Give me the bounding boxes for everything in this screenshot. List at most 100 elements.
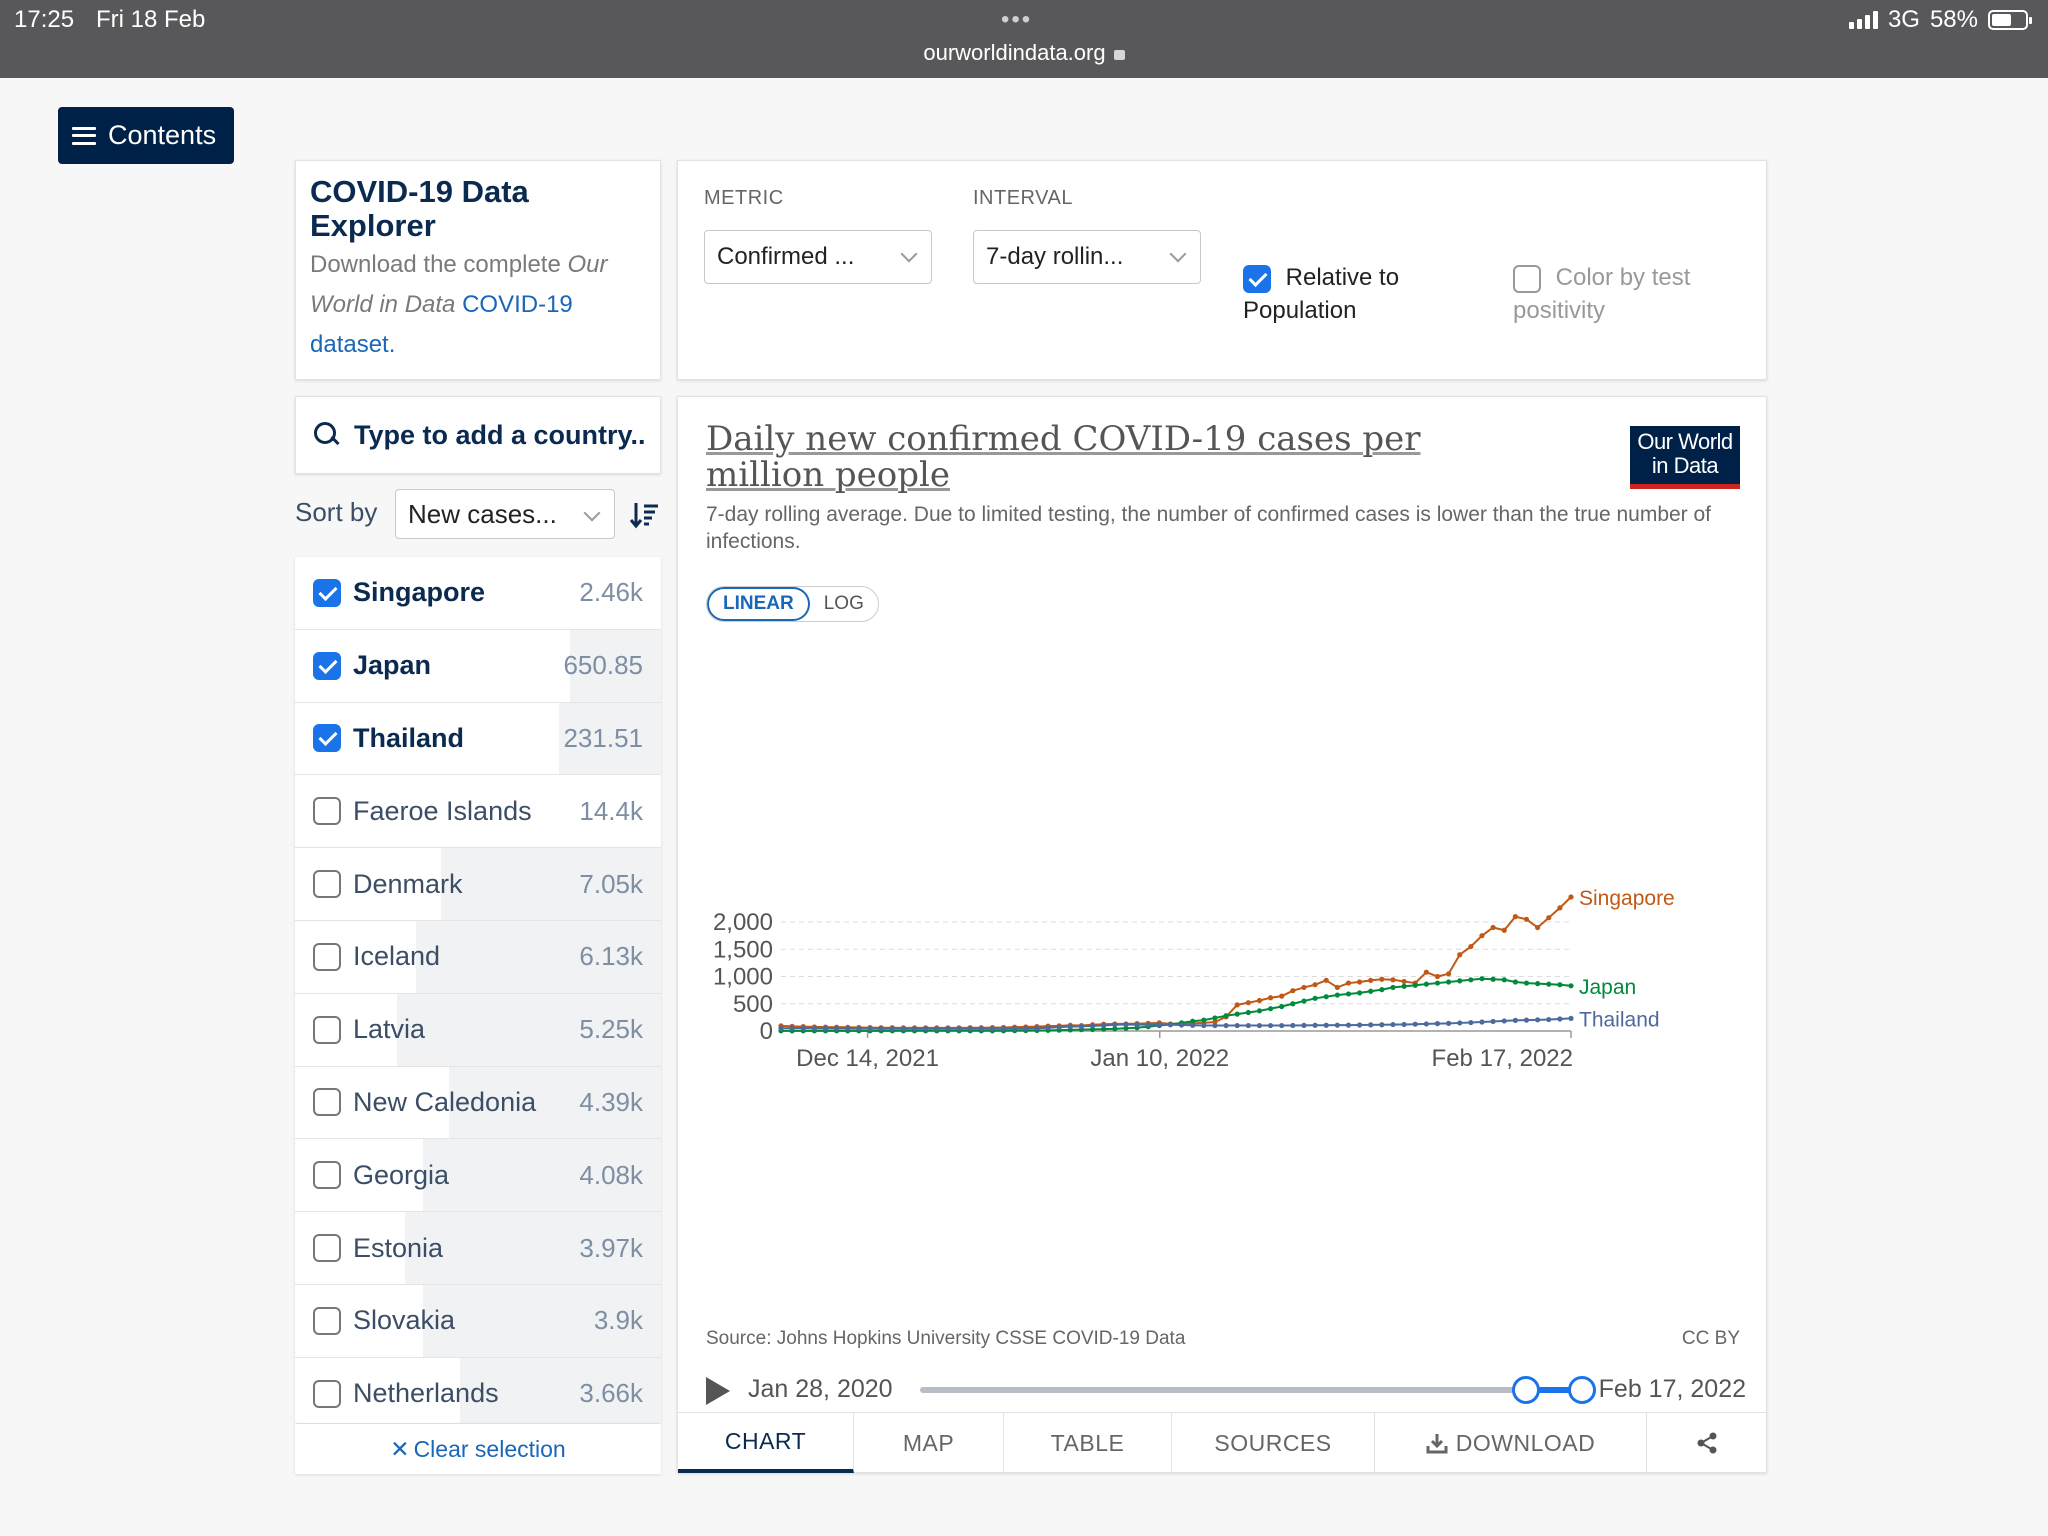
country-row[interactable]: Faeroe Islands 14.4k (295, 775, 661, 849)
signal-icon (1848, 11, 1878, 29)
data-point (1201, 1017, 1207, 1023)
data-point (1446, 979, 1452, 985)
play-icon[interactable] (706, 1377, 730, 1405)
linear-scale-button[interactable]: LINEAR (707, 587, 810, 621)
interval-label: INTERVAL (973, 187, 1073, 209)
data-point (1368, 977, 1374, 983)
clear-selection-button[interactable]: ✕ Clear selection (295, 1424, 661, 1474)
data-point (1546, 1016, 1552, 1023)
country-row[interactable]: Estonia 3.97k (295, 1212, 661, 1285)
dataset-link[interactable]: COVID-19 dataset. (310, 291, 573, 358)
data-point (1267, 1022, 1274, 1029)
country-checkbox[interactable] (313, 870, 341, 899)
log-scale-button[interactable]: LOG (823, 593, 864, 614)
tab-download-label: DOWNLOAD (1455, 1429, 1596, 1456)
country-row[interactable]: Latvia 5.25k (295, 993, 661, 1067)
interval-select[interactable]: 7-day rollin... (973, 230, 1201, 284)
chart-title[interactable]: Daily new confirmed COVID-19 cases per m… (706, 419, 1421, 495)
country-value: 4.08k (579, 1159, 643, 1190)
country-row[interactable]: Iceland 6.13k (295, 920, 661, 994)
sort-value: New cases... (408, 498, 557, 529)
metric-select[interactable]: Confirmed ... (704, 230, 932, 284)
data-point (1535, 924, 1541, 931)
data-point (1568, 983, 1574, 989)
country-checkbox[interactable] (313, 1379, 341, 1408)
country-row[interactable]: Denmark 7.05k (295, 848, 661, 921)
country-checkbox[interactable] (313, 651, 341, 680)
data-point (1356, 990, 1363, 996)
data-point (1012, 1026, 1018, 1032)
country-checkbox[interactable] (313, 1088, 341, 1117)
country-row[interactable]: Japan 650.85 (295, 629, 661, 703)
data-point (1123, 1025, 1129, 1031)
color-by-positivity-toggle[interactable]: Color by test positivity (1513, 261, 1733, 327)
data-point (1301, 1022, 1307, 1028)
country-name: Denmark (353, 868, 463, 899)
tab-map[interactable]: MAP (854, 1413, 1004, 1473)
chevron-down-icon (1169, 245, 1187, 263)
data-point (1401, 983, 1407, 989)
address-bar[interactable]: ourworldindata.org (0, 40, 2048, 66)
tab-chart[interactable]: CHART (678, 1413, 854, 1473)
country-checkbox[interactable] (313, 797, 341, 826)
tab-sources[interactable]: SOURCES (1172, 1413, 1375, 1473)
logo-line-2: in Data (1651, 453, 1719, 478)
relative-checkbox[interactable] (1243, 264, 1271, 293)
battery-icon (1988, 10, 2032, 30)
data-point (1078, 1023, 1085, 1029)
data-point (1501, 927, 1507, 933)
country-value: 7.05k (579, 868, 643, 899)
share-button[interactable] (1647, 1413, 1767, 1473)
series-label: Thailand (1579, 1008, 1660, 1031)
country-row[interactable]: Singapore 2.46k (295, 557, 661, 630)
data-point (1434, 980, 1441, 986)
country-row[interactable]: Georgia 4.08k (295, 1139, 661, 1213)
more-dots-icon[interactable]: ••• (1001, 6, 1033, 33)
contents-button[interactable]: Contents (58, 107, 234, 164)
data-point (1089, 1023, 1096, 1029)
country-name: Iceland (353, 941, 441, 972)
metric-label: METRIC (704, 187, 784, 209)
country-checkbox[interactable] (313, 1234, 341, 1263)
tab-table[interactable]: TABLE (1004, 1413, 1172, 1473)
scale-toggle[interactable]: LINEAR LOG (706, 586, 879, 622)
sort-label: Sort by (295, 497, 378, 527)
data-point (1368, 988, 1374, 994)
country-row[interactable]: Slovakia 3.9k (295, 1284, 661, 1358)
country-checkbox[interactable] (313, 1306, 341, 1335)
license-label[interactable]: CC BY (1681, 1328, 1740, 1349)
network-label: 3G (1887, 6, 1920, 33)
sort-select[interactable]: New cases... (395, 489, 615, 539)
country-checkbox[interactable] (313, 1015, 341, 1044)
country-row[interactable]: Thailand 231.51 (295, 702, 661, 776)
data-point (845, 1025, 851, 1032)
country-checkbox[interactable] (313, 1161, 341, 1190)
country-checkbox[interactable] (313, 942, 341, 971)
relative-to-population-toggle[interactable]: Relative to Population (1243, 261, 1443, 327)
timeline-end-handle[interactable] (1568, 1376, 1596, 1404)
country-checkbox[interactable] (313, 724, 341, 753)
owid-logo[interactable]: Our World in Data (1630, 426, 1740, 489)
timeline-track[interactable] (920, 1376, 1596, 1404)
country-row[interactable]: Netherlands 3.66k (295, 1357, 661, 1423)
data-point (1468, 1019, 1474, 1026)
data-point (1112, 1026, 1118, 1032)
battery-percent: 58% (1929, 6, 1978, 33)
sort-order-icon[interactable] (630, 500, 660, 530)
tab-download[interactable]: DOWNLOAD (1375, 1413, 1647, 1473)
url-text: ourworldindata.org (923, 40, 1106, 65)
status-time: 17:25 (14, 6, 75, 33)
chart-source[interactable]: Source: Johns Hopkins University CSSE CO… (706, 1328, 1186, 1349)
data-point (1345, 1022, 1352, 1028)
x-tick-label: Feb 17, 2022 (1432, 1045, 1573, 1072)
timeline-start-handle[interactable] (1512, 1376, 1540, 1404)
data-point (1479, 976, 1485, 982)
country-name: Singapore (353, 577, 486, 608)
country-search[interactable]: Type to add a country.. (295, 396, 661, 474)
color-checkbox[interactable] (1513, 264, 1541, 293)
data-point (1301, 984, 1307, 991)
timeline-range (1528, 1387, 1584, 1393)
country-row[interactable]: New Caledonia 4.39k (295, 1066, 661, 1140)
country-checkbox[interactable] (313, 578, 341, 607)
status-bar: 17:25 Fri 18 Feb ••• ourworldindata.org … (0, 0, 2048, 78)
